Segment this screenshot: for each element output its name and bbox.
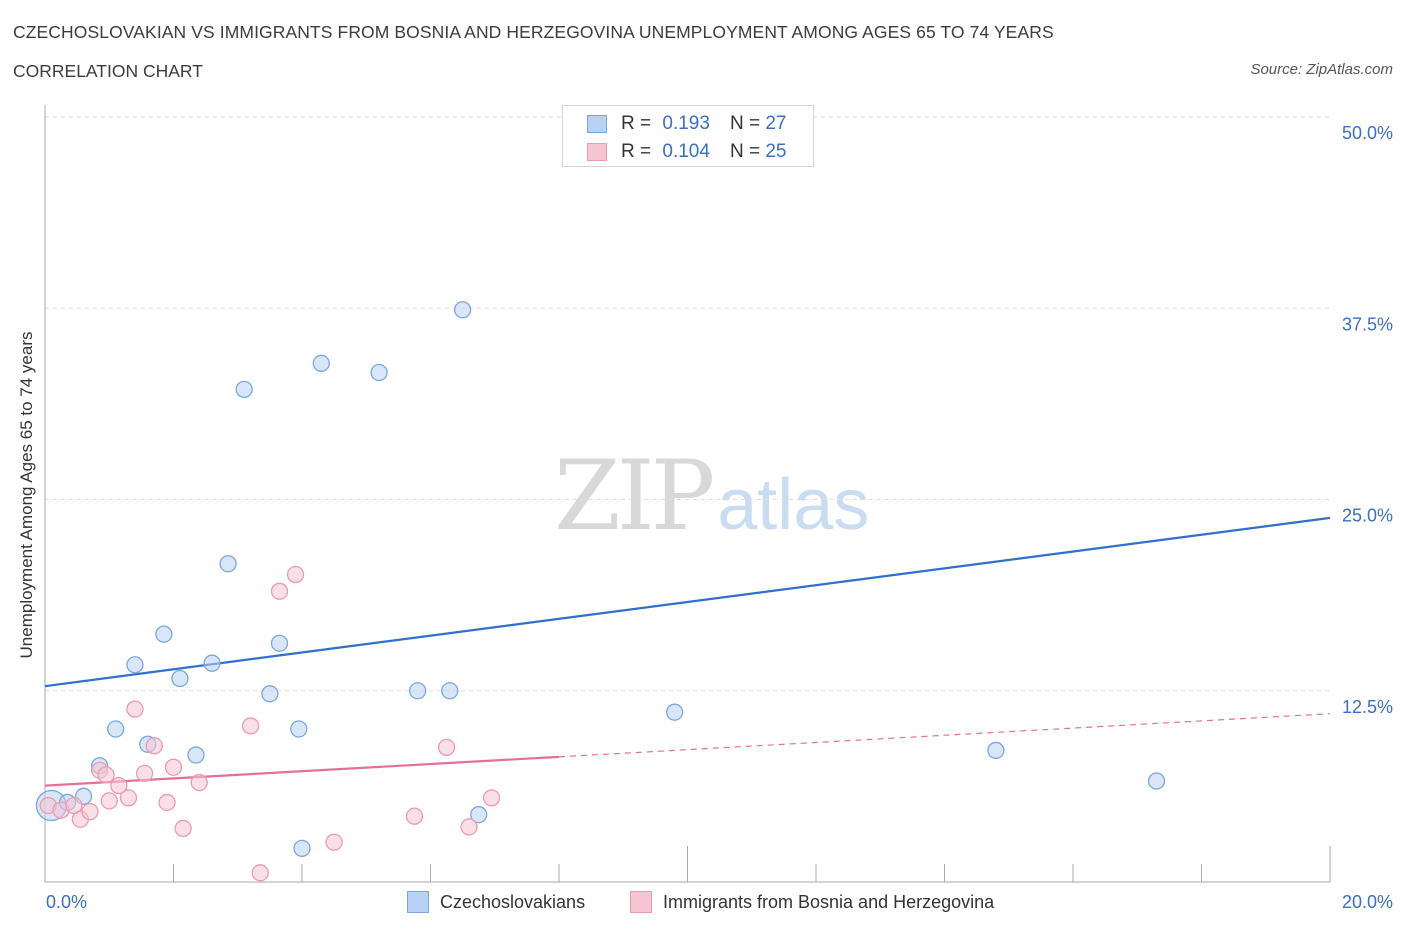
point-bosnia	[174, 819, 192, 838]
point-czechoslovakians	[441, 682, 459, 700]
legend-swatch-pink	[587, 143, 607, 161]
point-czechoslovakians	[453, 301, 472, 319]
legend-r-value: 0.193	[662, 113, 710, 134]
grid	[45, 116, 1330, 692]
legend-r-value: 0.104	[662, 141, 710, 162]
chart-title: CZECHOSLOVAKIAN VS IMMIGRANTS FROM BOSNI…	[13, 22, 1054, 42]
point-bosnia	[158, 793, 176, 812]
point-czechoslovakians	[312, 354, 330, 372]
point-bosnia	[286, 565, 305, 584]
point-czechoslovakians	[370, 363, 388, 382]
point-bosnia	[405, 807, 424, 825]
data-points	[35, 111, 1166, 882]
y-tick-label: 50.0%	[1342, 123, 1393, 143]
point-czechoslovakians	[261, 685, 279, 703]
point-bosnia	[241, 717, 260, 735]
point-czechoslovakians	[987, 741, 1005, 760]
point-bosnia	[135, 764, 154, 783]
point-bosnia	[164, 758, 183, 776]
point-bosnia	[97, 766, 115, 784]
point-czechoslovakians	[171, 669, 189, 688]
trend-line-solid	[44, 755, 560, 787]
x-tick-label: 0.0%	[46, 892, 87, 912]
point-bosnia	[126, 700, 144, 718]
point-bosnia	[437, 738, 456, 757]
point-bosnia	[119, 789, 138, 807]
trend-line-solid	[44, 516, 1331, 688]
bottom-legend-label: Czechoslovakians	[440, 891, 586, 912]
legend-row-bosnia: R = 0.104 N = 25	[587, 140, 786, 164]
point-czechoslovakians	[235, 380, 253, 398]
point-czechoslovakians	[107, 720, 125, 738]
point-bosnia	[190, 773, 208, 792]
y-tick-label: 25.0%	[1342, 506, 1393, 526]
source-credit: Source: ZipAtlas.com	[1250, 61, 1393, 78]
point-czechoslovakians	[155, 625, 173, 643]
point-bosnia	[270, 582, 289, 600]
legend-row-czechoslovakians: R = 0.193 N = 27	[587, 112, 786, 136]
bottom-legend-bosnia[interactable]: Immigrants from Bosnia and Herzegovina	[630, 890, 994, 914]
legend-n-value: 27	[765, 113, 787, 134]
trend-lines	[44, 516, 1331, 787]
point-czechoslovakians	[293, 839, 311, 857]
legend-r-label: R =	[621, 113, 652, 134]
y-tick-label: 37.5%	[1342, 314, 1393, 334]
point-czechoslovakians	[470, 806, 488, 824]
bottom-legend-czechoslovakians[interactable]: Czechoslovakians	[407, 890, 585, 914]
point-czechoslovakians	[1147, 772, 1166, 790]
bottom-legend-label: Immigrants from Bosnia and Herzegovina	[663, 891, 995, 912]
trend-line-dashed	[558, 713, 1331, 758]
point-czechoslovakians	[408, 682, 427, 700]
point-bosnia	[482, 789, 501, 807]
y-tick-label: 12.5%	[1342, 697, 1393, 717]
chart-subtitle: CORRELATION CHART	[13, 61, 203, 81]
point-czechoslovakians	[187, 746, 205, 764]
legend-swatch-blue	[587, 115, 607, 133]
axes	[44, 105, 1331, 883]
point-bosnia	[460, 818, 478, 836]
point-bosnia	[110, 776, 128, 795]
point-czechoslovakians	[126, 656, 144, 674]
point-czechoslovakians	[290, 720, 308, 738]
point-bosnia	[145, 737, 163, 755]
legend-n-label: N =	[729, 141, 761, 162]
legend-n-value: 25	[765, 141, 787, 162]
point-czechoslovakians	[219, 555, 237, 573]
point-czechoslovakians	[203, 654, 221, 672]
point-bosnia	[81, 802, 99, 821]
legend-r-label: R =	[621, 141, 652, 162]
legend-n-label: N =	[729, 113, 761, 134]
tick-labels: 12.5% 25.0% 37.5% 50.0% 0.0% 20.0%	[46, 123, 1393, 912]
point-bosnia	[251, 864, 269, 882]
y-axis-label: Unemployment Among Ages 65 to 74 years	[17, 331, 36, 659]
point-czechoslovakians	[270, 634, 289, 652]
point-czechoslovakians	[666, 703, 684, 721]
point-bosnia	[100, 792, 118, 810]
bottom-legend-swatch-blue	[407, 891, 429, 913]
bottom-legend-swatch-pink	[630, 891, 652, 913]
stats-legend: R = 0.193 N = 27 R = 0.104 N = 25	[562, 105, 814, 167]
point-bosnia	[325, 833, 343, 851]
x-tick-label: 20.0%	[1342, 892, 1393, 912]
